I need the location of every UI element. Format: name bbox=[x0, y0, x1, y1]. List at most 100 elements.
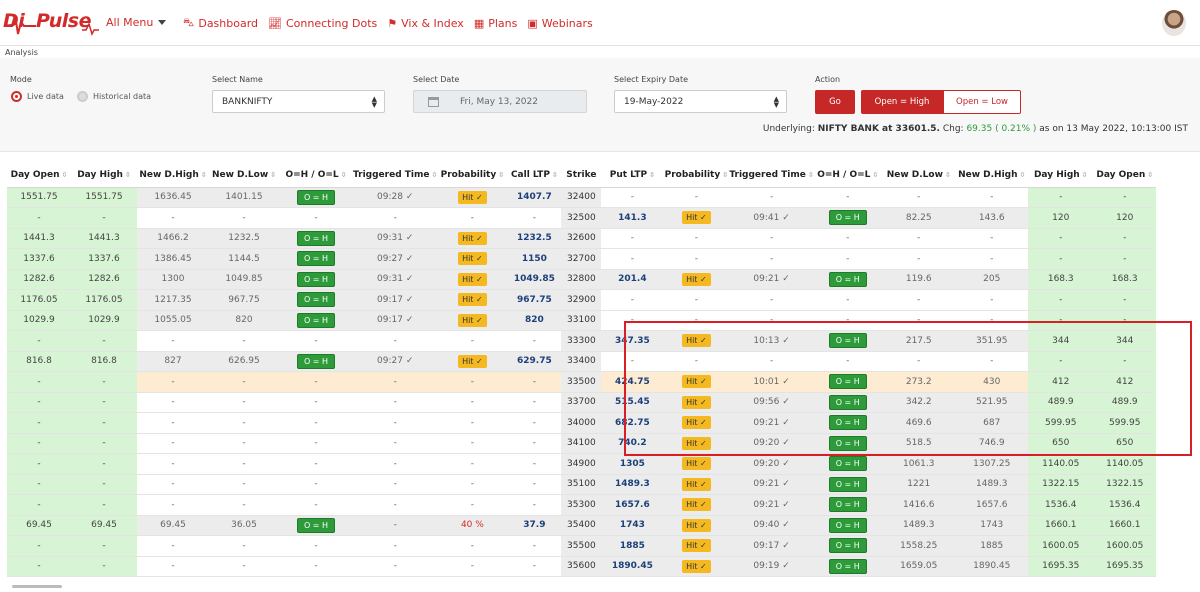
table-cell: - bbox=[881, 187, 956, 208]
table-cell: - bbox=[137, 433, 209, 454]
table-cell: - bbox=[209, 330, 279, 352]
open-high-button[interactable]: Open = High bbox=[861, 90, 943, 114]
column-header[interactable]: Probability ⇳ bbox=[663, 164, 730, 188]
column-header-label: Day Open bbox=[1096, 170, 1146, 181]
table-cell: Hit ✓ bbox=[663, 453, 730, 475]
expiry-select[interactable]: 19-May-2022 ▲ ▼ bbox=[614, 90, 787, 113]
table-cell: - bbox=[137, 535, 209, 557]
table-row[interactable]: - - - - - - - -33500 424.75 Hit ✓ 10:01 ✓ O = H 273.… bbox=[7, 371, 1156, 393]
sort-icon: ⇳ bbox=[431, 171, 438, 180]
nav-vix-index[interactable]: ⚑ Vix & Index bbox=[387, 16, 464, 31]
open-equals-high-badge: O = H bbox=[828, 333, 867, 349]
table-cell: - bbox=[729, 351, 814, 372]
table-cell: - bbox=[209, 494, 279, 516]
table-cell: 141.3 bbox=[601, 207, 664, 229]
column-header[interactable]: Day High ⇳ bbox=[71, 164, 137, 188]
table-row[interactable]: - - - - - - - -34000 682.75 Hit ✓ 09:21 ✓ O = H 469.… bbox=[7, 412, 1156, 434]
table-row[interactable]: - - - - - - - -34900 1305 Hit ✓ 09:20 ✓ O = H 1061.3… bbox=[7, 453, 1156, 475]
table-cell: 1055.05 bbox=[137, 310, 209, 331]
table-cell: - bbox=[137, 494, 209, 516]
column-header[interactable]: O=H / O=L ⇳ bbox=[279, 164, 353, 188]
table-cell: 217.5 bbox=[881, 330, 956, 352]
column-header[interactable]: Day Open ⇳ bbox=[1093, 164, 1156, 188]
table-row[interactable]: 1282.6 1282.6 1300 1049.85 O = H 09:31 ✓ Hit ✓… bbox=[7, 269, 1156, 290]
go-button[interactable]: Go bbox=[815, 90, 855, 114]
column-header[interactable]: New D.High ⇳ bbox=[955, 164, 1028, 188]
table-cell: - bbox=[353, 433, 438, 454]
sort-icon: ⇳ bbox=[1081, 171, 1088, 180]
open-equals-high-badge: O = H bbox=[296, 271, 336, 287]
table-cell: 1660.1 bbox=[1093, 515, 1156, 536]
date-field[interactable]: Fri, May 13, 2022 bbox=[413, 90, 587, 113]
column-header[interactable]: New D.Low ⇳ bbox=[209, 164, 279, 188]
table-row[interactable]: 69.45 69.45 69.45 36.05 O = H -40 % 37.9 35400 1… bbox=[7, 515, 1156, 536]
table-cell: - bbox=[813, 228, 882, 249]
table-cell: 69.45 bbox=[71, 515, 137, 536]
table-row[interactable]: 816.8 816.8 827 626.95 O = H 09:27 ✓ Hit ✓ 629.… bbox=[7, 351, 1156, 372]
table-row[interactable]: 1441.3 1441.3 1466.2 1232.5 O = H 09:31 ✓ Hit … bbox=[7, 228, 1156, 249]
table-row[interactable]: - - - - - - - -35100 1489.3 Hit ✓ 09:21 ✓ O = H 1221… bbox=[7, 474, 1156, 495]
table-cell: - bbox=[279, 474, 353, 495]
table-row[interactable]: - - - - - - - -33300 347.35 Hit ✓ 10:13 ✓ O = H 217.… bbox=[7, 330, 1156, 352]
column-header[interactable]: O=H / O=L ⇳ bbox=[813, 164, 882, 188]
name-select-value: BANKNIFTY bbox=[222, 97, 273, 107]
table-cell: - bbox=[1093, 351, 1156, 372]
table-cell: - bbox=[353, 392, 438, 413]
open-equals-high-badge: O = H bbox=[296, 189, 336, 205]
table-cell: - bbox=[881, 289, 956, 311]
table-row[interactable]: 1176.05 1176.05 1217.35 967.75 O = H 09:17 ✓ H… bbox=[7, 289, 1156, 311]
underlying-timestamp: as on 13 May 2022, 10:13:00 IST bbox=[1039, 124, 1188, 134]
user-avatar[interactable] bbox=[1162, 10, 1186, 36]
nav-connecting-dots[interactable]: 📈︎ Connecting Dots bbox=[268, 16, 377, 31]
table-cell: 32400 bbox=[561, 187, 602, 208]
hit-badge: Hit ✓ bbox=[458, 293, 487, 307]
column-header[interactable]: Triggered Time ⇳ bbox=[353, 164, 438, 188]
table-row[interactable]: - - - - - - - -35300 1657.6 Hit ✓ 09:21 ✓ O = H 1416… bbox=[7, 494, 1156, 516]
column-header[interactable]: New D.High ⇳ bbox=[137, 164, 209, 188]
column-header[interactable]: Day High ⇳ bbox=[1027, 164, 1094, 188]
table-cell: - bbox=[437, 535, 508, 557]
name-select[interactable]: BANKNIFTY ▲ ▼ bbox=[212, 90, 385, 113]
open-low-button[interactable]: Open = Low bbox=[943, 90, 1021, 114]
table-row[interactable]: - - - - - - - -33700 515.45 Hit ✓ 09:56 ✓ O = H 342.… bbox=[7, 392, 1156, 413]
table-cell: 1657.6 bbox=[955, 494, 1028, 516]
column-header[interactable]: Triggered Time ⇳ bbox=[729, 164, 814, 188]
table-row[interactable]: - - - - - - - -35500 1885 Hit ✓ 09:17 ✓ O = H 1558.2… bbox=[7, 535, 1156, 557]
live-data-radio[interactable]: Live data bbox=[11, 91, 64, 102]
table-cell: - bbox=[507, 371, 562, 393]
table-row[interactable]: 1551.75 1551.75 1636.45 1401.15 O = H 09:28 ✓… bbox=[7, 187, 1156, 208]
table-cell: 09:17 ✓ bbox=[729, 535, 814, 557]
table-row[interactable]: - - - - - - - -32500 141.3 Hit ✓ 09:41 ✓ O = H 82.25… bbox=[7, 207, 1156, 229]
table-row[interactable]: 1029.9 1029.9 1055.05 820 O = H 09:17 ✓ Hit ✓ 8… bbox=[7, 310, 1156, 331]
table-cell: - bbox=[813, 187, 882, 208]
dipulse-logo[interactable]: Di Pulse bbox=[2, 6, 102, 40]
table-row[interactable]: - - - - - - - -35600 1890.45 Hit ✓ 09:19 ✓ O = H 165… bbox=[7, 556, 1156, 577]
scroll-indicator[interactable] bbox=[12, 585, 62, 588]
table-cell: - bbox=[209, 412, 279, 434]
table-row[interactable]: - - - - - - - -34100 740.2 Hit ✓ 09:20 ✓ O = H 518.5… bbox=[7, 433, 1156, 454]
table-cell: - bbox=[137, 412, 209, 434]
hit-badge: Hit ✓ bbox=[682, 477, 711, 491]
table-cell: 1489.3 bbox=[601, 474, 664, 495]
table-cell: - bbox=[601, 187, 664, 208]
table-cell: 682.75 bbox=[601, 412, 664, 434]
nav-dashboard[interactable]: ⛍ Dashboard bbox=[183, 16, 258, 31]
all-menu-dropdown[interactable]: All Menu bbox=[106, 16, 167, 29]
column-header[interactable]: Day Open ⇳ bbox=[7, 164, 71, 188]
table-row[interactable]: 1337.6 1337.6 1386.45 1144.5 O = H 09:27 ✓ Hit… bbox=[7, 248, 1156, 270]
column-header[interactable]: New D.Low ⇳ bbox=[881, 164, 956, 188]
column-header-label: Day Open bbox=[10, 170, 60, 181]
table-cell: 1061.3 bbox=[881, 453, 956, 475]
nav-webinars[interactable]: ▣ Webinars bbox=[527, 16, 592, 31]
table-cell: 489.9 bbox=[1093, 392, 1156, 413]
nav-label: Dashboard bbox=[198, 17, 259, 30]
historical-data-radio[interactable]: Historical data bbox=[77, 91, 151, 102]
nav-plans[interactable]: ▦ Plans bbox=[474, 16, 518, 31]
table-cell: O = H bbox=[279, 289, 353, 311]
column-header[interactable]: Probability ⇳ bbox=[437, 164, 508, 188]
table-cell: - bbox=[881, 310, 956, 331]
column-header[interactable]: Call LTP ⇳ bbox=[507, 164, 562, 188]
table-cell: Hit ✓ bbox=[437, 228, 508, 249]
table-cell: - bbox=[507, 453, 562, 475]
column-header[interactable]: Put LTP ⇳ bbox=[601, 164, 664, 188]
